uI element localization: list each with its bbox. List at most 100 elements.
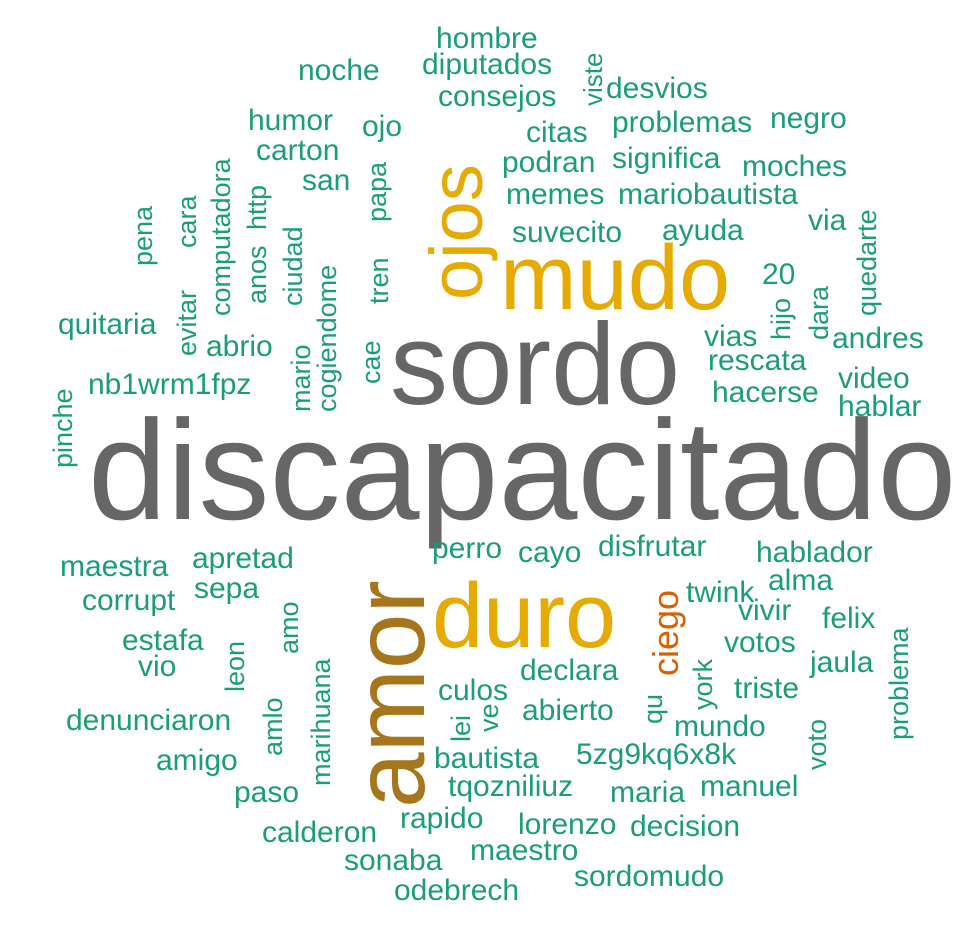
word-maestro: maestro <box>470 834 579 867</box>
word-discapacitado: discapacitado <box>88 391 957 550</box>
word-podran: podran <box>502 146 596 179</box>
word-carton: carton <box>256 134 340 167</box>
word-duro: duro <box>432 565 617 667</box>
word-declara: declara <box>520 654 619 687</box>
word-papa: papa <box>362 161 392 222</box>
word-leon: leon <box>220 640 250 692</box>
word-diputados: diputados <box>422 48 553 81</box>
word-video: video <box>838 362 910 395</box>
word-amigo: amigo <box>156 744 238 777</box>
word-triste: triste <box>734 672 800 705</box>
word-problemas: problemas <box>612 106 753 139</box>
word-estafa: estafa <box>122 624 204 657</box>
word-tqozniliuz: tqozniliuz <box>448 770 574 803</box>
word-ayuda: ayuda <box>662 214 744 247</box>
word-ve: ve <box>474 703 504 732</box>
word-rapido: rapido <box>400 802 484 835</box>
word-negro: negro <box>770 102 847 135</box>
word-pinche: pinche <box>48 388 78 468</box>
word-mario: mario <box>286 344 316 412</box>
word-noche: noche <box>298 54 380 87</box>
word-amlo: amlo <box>258 697 288 756</box>
word-paso: paso <box>234 776 300 809</box>
word-twink: twink <box>686 576 755 609</box>
word-rescata: rescata <box>708 344 807 377</box>
word-abrio: abrio <box>206 330 273 363</box>
word-qu: qu <box>638 693 668 724</box>
word-http: http <box>242 184 272 230</box>
word-amor: amor <box>334 580 446 808</box>
word-voto: voto <box>802 718 832 770</box>
word-odebrech: odebrech <box>394 874 520 907</box>
word-maria: maria <box>610 776 686 809</box>
word-hacerse: hacerse <box>712 376 819 409</box>
word-alma: alma <box>768 564 834 597</box>
word-lorenzo: lorenzo <box>518 808 617 841</box>
word-andres: andres <box>832 322 924 355</box>
word-cogiendome: cogiendome <box>312 264 342 412</box>
word-evitar: evitar <box>172 289 202 356</box>
word-maestra: maestra <box>60 550 169 583</box>
word-bautista: bautista <box>434 742 540 775</box>
word-dara: dara <box>804 285 834 340</box>
word-pena: pena <box>128 205 158 266</box>
word-mundo: mundo <box>674 710 766 743</box>
word-vio: vio <box>138 650 177 683</box>
word-manuel: manuel <box>700 770 799 803</box>
word-sonaba: sonaba <box>344 844 443 877</box>
word-cae: cae <box>356 340 386 384</box>
word-marihuana: marihuana <box>306 658 336 786</box>
word-cara: cara <box>172 195 202 248</box>
word-hablar: hablar <box>838 390 922 423</box>
word-sepa: sepa <box>194 572 260 605</box>
word-viste: viste <box>578 52 608 106</box>
word-culos: culos <box>438 674 509 707</box>
word-disfrutar: disfrutar <box>598 530 707 563</box>
word-calderon: calderon <box>262 816 378 849</box>
word-vias: vias <box>704 320 758 353</box>
word-via: via <box>808 204 847 237</box>
word-consejos: consejos <box>438 80 557 113</box>
word-vivir: vivir <box>738 594 792 627</box>
word-hombre: hombre <box>436 22 538 55</box>
word-citas: citas <box>526 116 588 149</box>
word-perro: perro <box>432 532 503 565</box>
word-ojo: ojo <box>362 110 403 143</box>
word-san: san <box>302 164 351 197</box>
word-memes: memes <box>506 178 605 211</box>
word-suvecito: suvecito <box>512 216 623 249</box>
word-abierto: abierto <box>522 694 614 727</box>
word-humor: humor <box>248 104 334 137</box>
word-significa: significa <box>612 142 721 175</box>
word-5zg9kq6x8k: 5zg9kq6x8k <box>576 738 737 771</box>
word-hijo: hijo <box>766 297 796 340</box>
word-20: 20 <box>762 258 796 291</box>
word-ojos: ojos <box>415 164 498 300</box>
word-corrupt: corrupt <box>82 584 176 617</box>
word-sordomudo: sordomudo <box>574 860 725 893</box>
word-problema: problema <box>884 627 914 740</box>
word-tren: tren <box>364 257 394 304</box>
word-quedarte: quedarte <box>852 209 882 316</box>
word-quitaria: quitaria <box>58 308 157 341</box>
word-votos: votos <box>724 626 796 659</box>
word-ciudad: ciudad <box>278 226 308 306</box>
word-apretad: apretad <box>192 542 294 575</box>
word-york: york <box>688 658 718 710</box>
word-hablador: hablador <box>756 536 873 569</box>
word-sordo: sordo <box>390 299 681 429</box>
word-computadora: computadora <box>206 158 236 316</box>
word-ciego: ciego <box>645 589 686 676</box>
word-jaula: jaula <box>810 646 874 679</box>
word-amo: amo <box>274 601 304 654</box>
word-decision: decision <box>630 810 741 843</box>
word-mudo: mudo <box>500 227 731 329</box>
word-moches: moches <box>742 150 848 183</box>
word-mariobautista: mariobautista <box>618 178 799 211</box>
word-cayo: cayo <box>518 536 582 569</box>
word-nb1wrm1fpz: nb1wrm1fpz <box>88 368 252 401</box>
word-lei: lei <box>446 714 476 742</box>
word-desvios: desvios <box>606 72 708 105</box>
word-denunciaron: denunciaron <box>66 704 232 737</box>
